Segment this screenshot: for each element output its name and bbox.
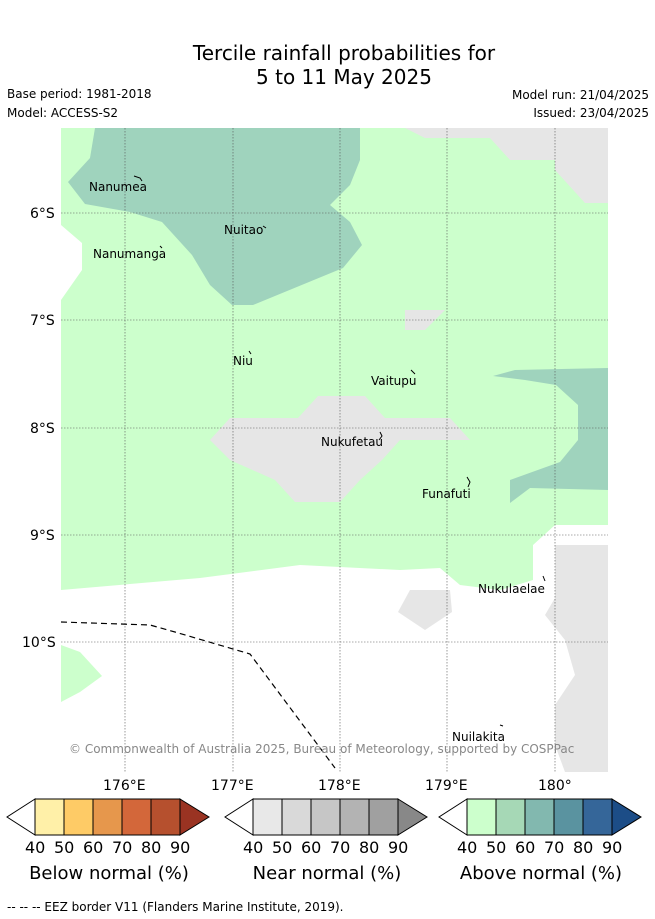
- colorbar-above-40: [466, 798, 497, 836]
- cb-near-tick-70: 70: [330, 838, 351, 857]
- model-run: Model run: 21/04/2025: [511, 88, 649, 102]
- island-nukufetau: [378, 431, 383, 441]
- colorbar-below-70: [121, 798, 152, 836]
- base-period: Base period: 1981-2018: [7, 87, 152, 101]
- cb-near-tick-50: 50: [272, 838, 293, 857]
- colorbar-above-50: [495, 798, 526, 836]
- above-normal-40-patch: [61, 645, 102, 702]
- colorbar-title-below: Below normal (%): [29, 863, 189, 884]
- colorbar-near-normal: [224, 798, 428, 836]
- eez-border: [61, 621, 336, 769]
- cb-above-tick-80: 80: [573, 838, 594, 857]
- eez-footnote: -- -- -- EEZ border V11 (Flanders Marine…: [7, 900, 344, 914]
- copyright-notice: © Commonwealth of Australia 2025, Bureau…: [69, 742, 575, 756]
- cb-near-tick-40: 40: [243, 838, 264, 857]
- colorbar-above-80: [582, 798, 613, 836]
- colorbar-above-normal: [438, 798, 642, 836]
- colorbar-below-80: [150, 798, 181, 836]
- lat-label-10s: 10°S: [22, 635, 56, 651]
- above-normal-50-region-north: [68, 128, 362, 305]
- colorbar-near-40: [252, 798, 283, 836]
- cb-near-tick-80: 80: [359, 838, 380, 857]
- colorbar-below-extend-low: [6, 798, 36, 836]
- near-normal-40-northeast: [405, 128, 608, 203]
- colorbar-above-extend-high: [611, 798, 642, 836]
- map-title-line2: 5 to 11 May 2025: [256, 65, 432, 89]
- island-nuilakita: [499, 724, 504, 727]
- island-funafuti: [466, 476, 471, 488]
- colorbar-near-60: [310, 798, 341, 836]
- cb-above-tick-50: 50: [486, 838, 507, 857]
- colorbar-near-80: [368, 798, 399, 836]
- cb-below-tick-70: 70: [112, 838, 133, 857]
- island-nanumea: [133, 175, 143, 182]
- colorbar-above-60: [524, 798, 555, 836]
- lon-label-177e: 177°E: [211, 778, 254, 794]
- lon-label-178e: 178°E: [318, 778, 361, 794]
- cb-below-tick-90: 90: [170, 838, 191, 857]
- cb-above-tick-90: 90: [602, 838, 623, 857]
- island-nanumanga: [159, 245, 163, 249]
- place-nuilakita: Nuilakita: [452, 730, 505, 744]
- cb-above-tick-60: 60: [515, 838, 536, 857]
- probability-map: [61, 128, 608, 772]
- lon-label-179e: 179°E: [425, 778, 468, 794]
- near-normal-40-south: [398, 590, 452, 630]
- colorbar-above-70: [553, 798, 584, 836]
- cb-above-tick-70: 70: [544, 838, 565, 857]
- cb-near-tick-60: 60: [301, 838, 322, 857]
- place-nukulaelae: Nukulaelae: [478, 582, 545, 596]
- model-name: Model: ACCESS-S2: [7, 106, 119, 120]
- cb-below-tick-50: 50: [54, 838, 75, 857]
- colorbar-above-extend-low: [438, 798, 468, 836]
- lat-label-9s: 9°S: [30, 528, 55, 544]
- lon-label-180e: 180°: [538, 778, 572, 794]
- colorbar-below-60: [92, 798, 123, 836]
- cb-below-tick-60: 60: [83, 838, 104, 857]
- issued-date: Issued: 23/04/2025: [533, 106, 649, 120]
- colorbar-title-above: Above normal (%): [459, 863, 623, 884]
- island-niu: [248, 350, 252, 355]
- cb-above-tick-40: 40: [457, 838, 478, 857]
- island-nukulaelae: [542, 575, 546, 582]
- above-normal-50-region-east: [493, 368, 608, 503]
- cb-below-tick-80: 80: [141, 838, 162, 857]
- colorbar-below-extend-high: [179, 798, 210, 836]
- place-funafuti: Funafuti: [422, 487, 471, 501]
- colorbar-near-50: [281, 798, 312, 836]
- colorbar-below-40: [34, 798, 65, 836]
- place-vaitupu: Vaitupu: [371, 374, 417, 388]
- colorbar-near-extend-high: [397, 798, 428, 836]
- map-gridlines: [61, 128, 608, 772]
- near-normal-40-southeast: [545, 545, 608, 772]
- colorbar-near-extend-low: [224, 798, 254, 836]
- colorbar-title-near: Near normal (%): [252, 863, 402, 884]
- lon-label-176e: 176°E: [103, 778, 146, 794]
- place-nanumanga: Nanumanga: [93, 247, 167, 261]
- lat-label-7s: 7°S: [30, 313, 55, 329]
- cb-below-tick-40: 40: [25, 838, 46, 857]
- place-nukufetau: Nukufetau: [321, 435, 384, 449]
- colorbar-below-50: [63, 798, 94, 836]
- colorbar-near-70: [339, 798, 370, 836]
- island-outlines: [133, 175, 546, 727]
- island-vaitupu: [410, 369, 416, 375]
- place-nanumea: Nanumea: [89, 180, 147, 194]
- colorbar-below-normal: [6, 798, 210, 836]
- map-title-line1: Tercile rainfall probabilities for: [192, 41, 496, 65]
- place-nuitao: Nuitao: [224, 223, 264, 237]
- place-niu: Niu: [233, 354, 253, 368]
- cb-near-tick-90: 90: [388, 838, 409, 857]
- lat-label-6s: 6°S: [30, 206, 55, 222]
- lat-label-8s: 8°S: [30, 421, 55, 437]
- island-nuitao: [262, 225, 267, 229]
